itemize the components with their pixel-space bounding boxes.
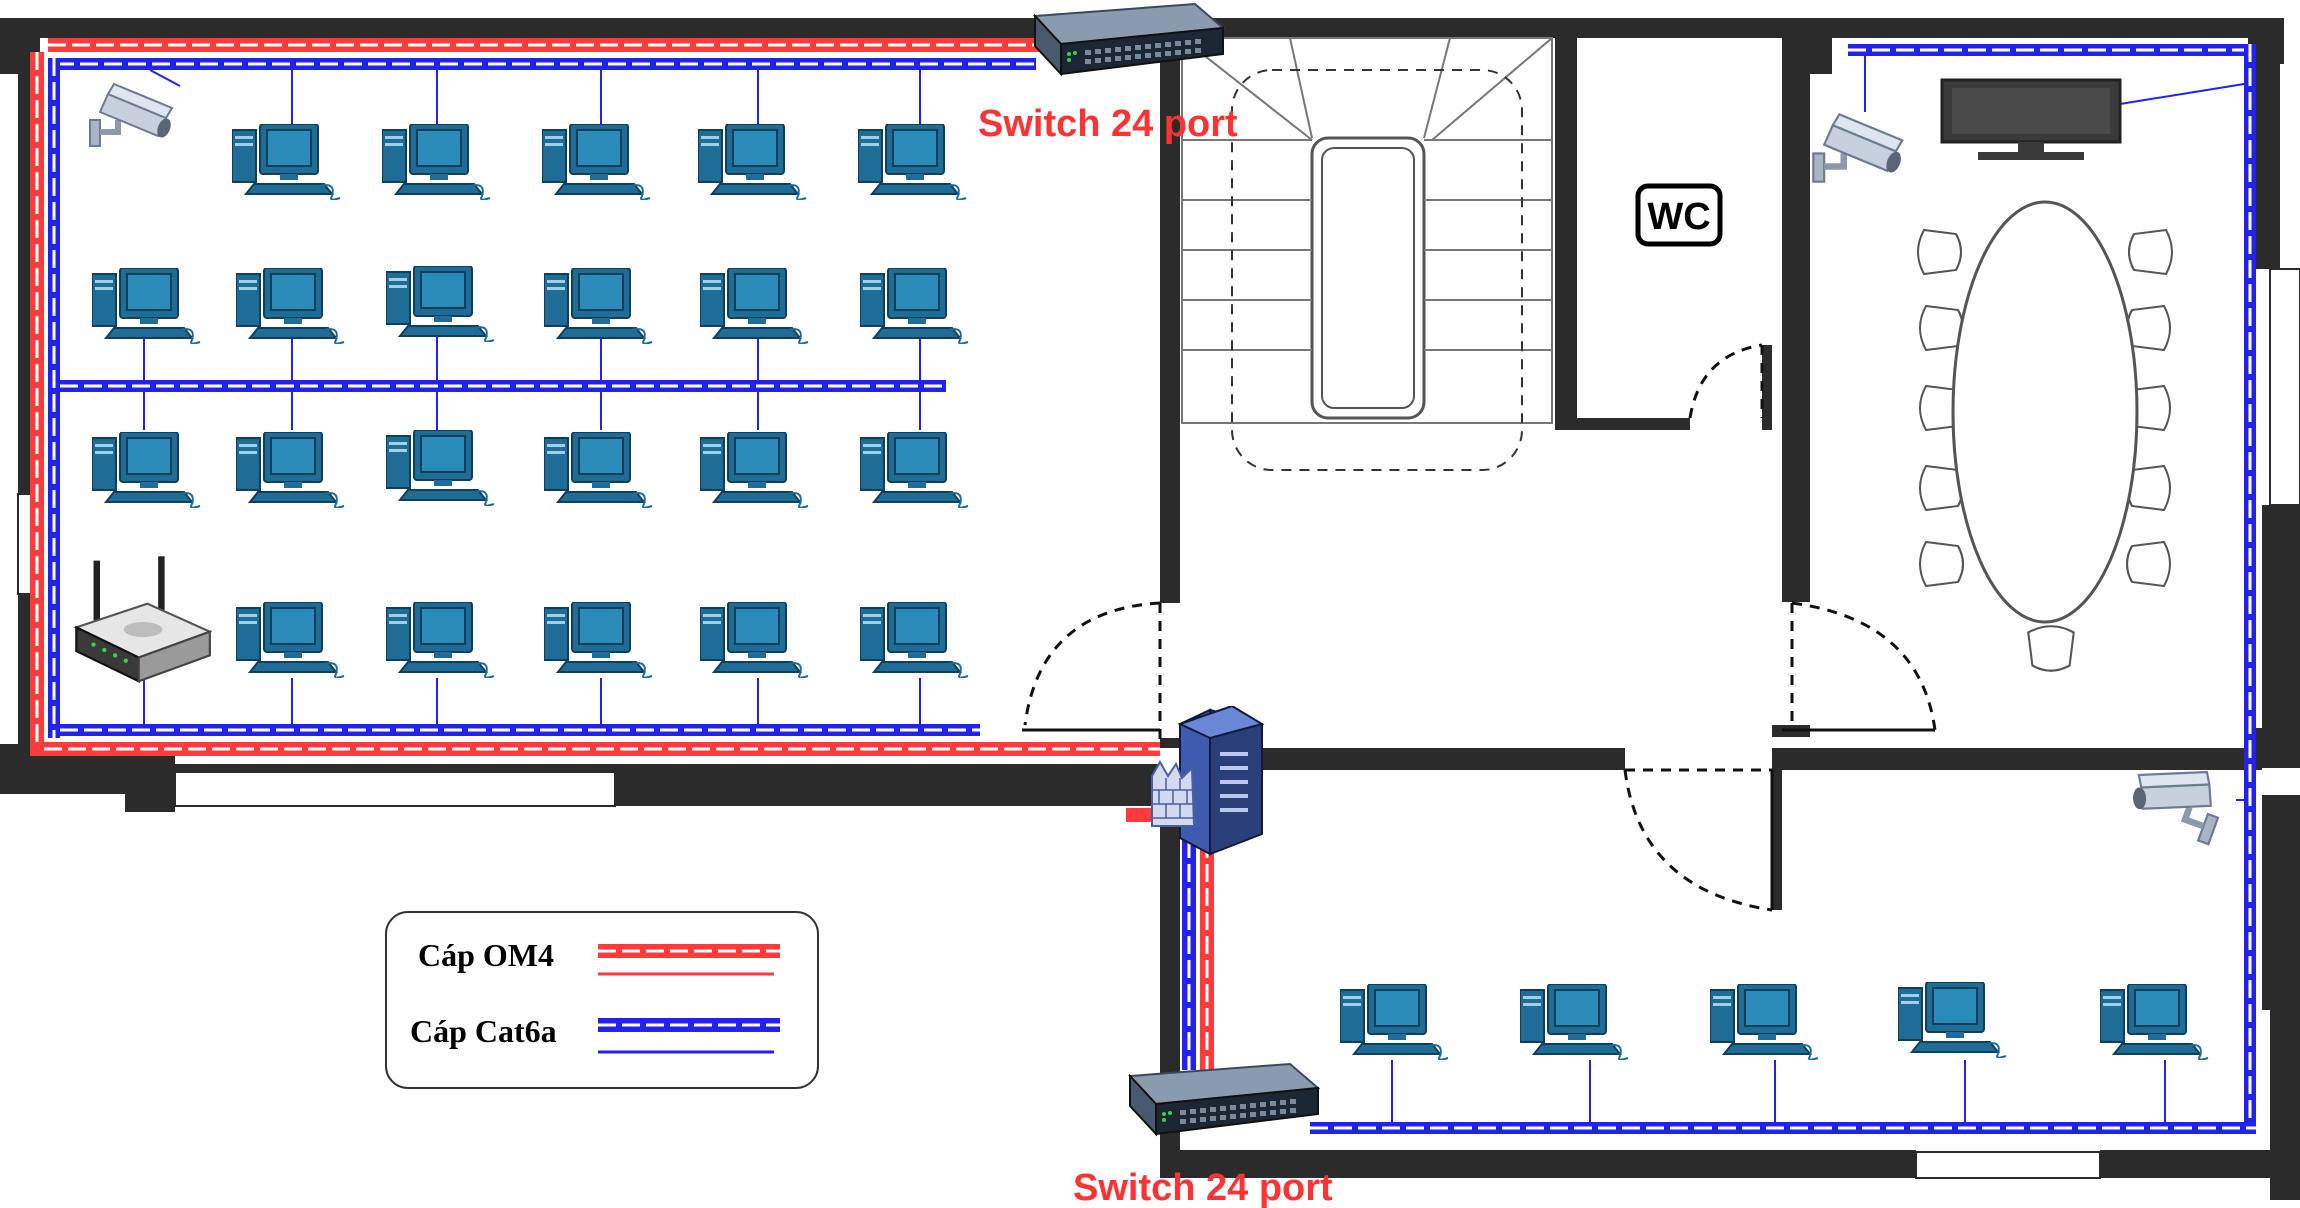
room1-pc-grid	[92, 124, 969, 678]
desktop-pc-icon	[544, 602, 653, 678]
wc-label: WC	[1647, 196, 1710, 238]
legend-om4-label: Cáp OM4	[418, 937, 554, 973]
desktop-pc-icon	[2100, 984, 2209, 1060]
desktop-pc-icon	[236, 602, 345, 678]
walls	[0, 18, 2300, 1200]
desktop-pc-icon	[232, 124, 341, 200]
desktop-pc-icon	[1710, 984, 1819, 1060]
drop-lines	[143, 56, 2245, 1122]
cctv-camera-icon	[1813, 114, 1903, 181]
desktop-pc-icon	[92, 268, 201, 344]
doors	[1022, 343, 1937, 912]
desktop-pc-icon	[386, 430, 495, 506]
desktop-pc-icon	[1520, 984, 1629, 1060]
room3-pc-row	[1340, 982, 2209, 1060]
desktop-pc-icon	[1340, 984, 1449, 1060]
desktop-pc-icon	[386, 266, 495, 342]
desktop-pc-icon	[544, 268, 653, 344]
desktop-pc-icon	[542, 124, 651, 200]
desktop-pc-icon	[858, 124, 967, 200]
legend-om4-swatch	[598, 944, 780, 976]
switch-top-label: Switch 24 port	[978, 103, 1238, 145]
legend-cat6a-label: Cáp Cat6a	[410, 1013, 557, 1049]
tv-monitor-icon	[1940, 78, 2122, 160]
staircase-icon	[1181, 37, 1553, 471]
legend-cat6a-swatch	[598, 1018, 780, 1054]
desktop-pc-icon	[700, 432, 809, 508]
desktop-pc-icon	[1898, 982, 2007, 1058]
desktop-pc-icon	[700, 268, 809, 344]
desktop-pc-icon	[698, 124, 807, 200]
desktop-pc-icon	[386, 602, 495, 678]
cctv-camera-icon	[90, 84, 173, 146]
om4-cables	[30, 38, 1214, 1070]
desktop-pc-icon	[860, 602, 969, 678]
switch-bottom-label: Switch 24 port	[1073, 1167, 1333, 1208]
wifi-router-icon	[75, 555, 211, 683]
desktop-pc-icon	[236, 268, 345, 344]
wc-sign: WC	[1635, 183, 1723, 247]
desktop-pc-icon	[236, 432, 345, 508]
desktop-pc-icon	[700, 602, 809, 678]
desktop-pc-icon	[860, 432, 969, 508]
desktop-pc-icon	[544, 432, 653, 508]
conference-table-icon	[1917, 200, 2173, 672]
cat6a-cables	[48, 44, 2256, 1134]
desktop-pc-icon	[382, 124, 491, 200]
desktop-pc-icon	[92, 432, 201, 508]
legend: Cáp OM4 Cáp Cat6a	[385, 911, 819, 1089]
network-switch-icon	[1129, 1063, 1319, 1135]
desktop-pc-icon	[860, 268, 969, 344]
